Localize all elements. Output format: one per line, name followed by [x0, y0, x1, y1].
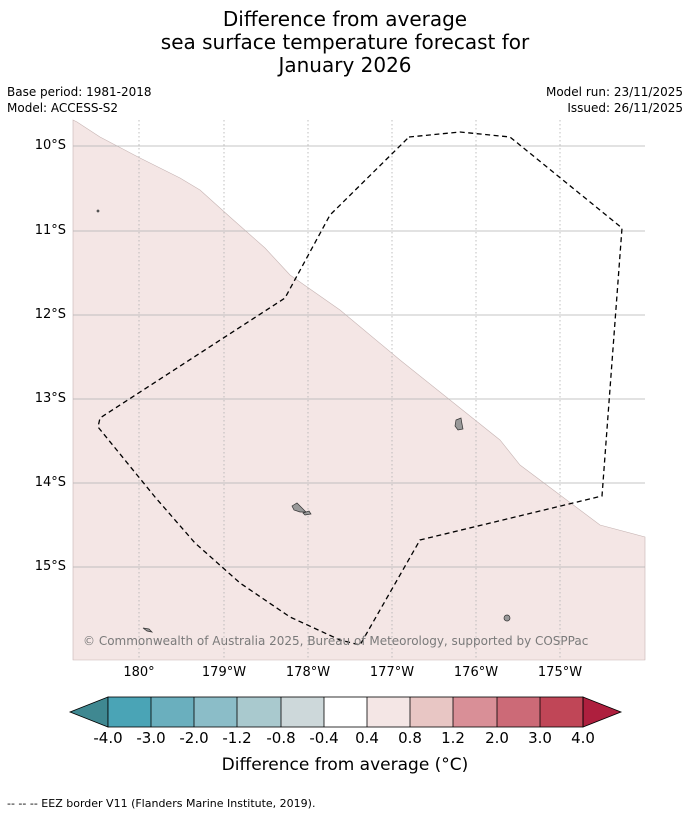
- colorbar-cell: [367, 697, 410, 727]
- colorbar-cell: [410, 697, 453, 727]
- lat-label: 11°S: [34, 223, 66, 238]
- colorbar-tick-label: -1.2: [222, 729, 252, 747]
- colorbar-cell: [237, 697, 281, 727]
- colorbar-tick-label: -4.0: [93, 729, 123, 747]
- title-line-1: Difference from average: [222, 7, 468, 31]
- colorbar-cell: [582, 696, 623, 728]
- colorbar-tick-label: 1.2: [441, 729, 465, 747]
- colorbar-cell: [453, 697, 497, 727]
- model-name: Model: ACCESS-S2: [7, 101, 119, 115]
- graticule: [73, 120, 645, 660]
- colorbar-label: Difference from average (°C): [221, 755, 469, 775]
- island-small: [503, 614, 511, 622]
- map-title: Difference from average sea surface temp…: [0, 8, 690, 77]
- copyright-notice: © Commonwealth of Australia 2025, Bureau…: [83, 634, 588, 648]
- lat-label: 15°S: [34, 559, 66, 574]
- lon-label: 176°W: [453, 665, 499, 680]
- colorbar-cell: [194, 697, 237, 727]
- lat-label: 10°S: [34, 138, 66, 153]
- colorbar-cell: [540, 697, 583, 727]
- lon-label: 180°: [123, 665, 155, 680]
- colorbar-tick-label: 0.8: [398, 729, 422, 747]
- colorbar: [68, 696, 623, 728]
- island-small: [142, 627, 154, 633]
- colorbar-tick-label: -2.0: [179, 729, 209, 747]
- lon-label: 175°W: [537, 665, 583, 680]
- colorbar-tick-label: 2.0: [485, 729, 509, 747]
- colorbar-cell: [151, 697, 194, 727]
- island-wallis: [454, 417, 464, 431]
- colorbar-tick-label: 4.0: [571, 729, 595, 747]
- colorbar-cell: [497, 697, 540, 727]
- colorbar-tick-label: -3.0: [136, 729, 166, 747]
- colorbar-dividers: [107, 696, 584, 728]
- colorbar-cell: [281, 697, 324, 727]
- model-run: Model run: 23/11/2025: [545, 85, 683, 99]
- colorbar-cell: [108, 697, 151, 727]
- colorbar-tick-label: 0.4: [355, 729, 379, 747]
- lon-label: 179°W: [201, 665, 247, 680]
- lat-label: 13°S: [34, 391, 66, 406]
- colorbar-tick-label: -0.4: [309, 729, 339, 747]
- island-small: [96, 209, 100, 213]
- eez-border: [97, 131, 623, 646]
- lat-label: 14°S: [34, 475, 66, 490]
- title-line-3: January 2026: [278, 53, 412, 77]
- base-period: Base period: 1981-2018: [7, 85, 152, 99]
- colorbar-tick-label: 3.0: [528, 729, 552, 747]
- island-alofi: [302, 510, 312, 516]
- meta-right: Model run: 23/11/2025 Issued: 26/11/2025: [546, 84, 683, 116]
- colorbar-tick-label: -0.8: [266, 729, 296, 747]
- colorbar-cell: [324, 697, 367, 727]
- eez-footnote: -- -- -- EEZ border V11 (Flanders Marine…: [7, 797, 316, 810]
- title-line-2: sea surface temperature forecast for: [160, 30, 530, 54]
- meta-left: Base period: 1981-2018 Model: ACCESS-S2: [7, 84, 152, 116]
- lat-label: 12°S: [34, 307, 66, 322]
- issued-date: Issued: 26/11/2025: [567, 101, 683, 115]
- colorbar-cell: [68, 696, 109, 728]
- lon-label: 178°W: [285, 665, 331, 680]
- lon-label: 177°W: [369, 665, 415, 680]
- islands: [96, 209, 511, 633]
- sst-anomaly-region: [72, 119, 646, 661]
